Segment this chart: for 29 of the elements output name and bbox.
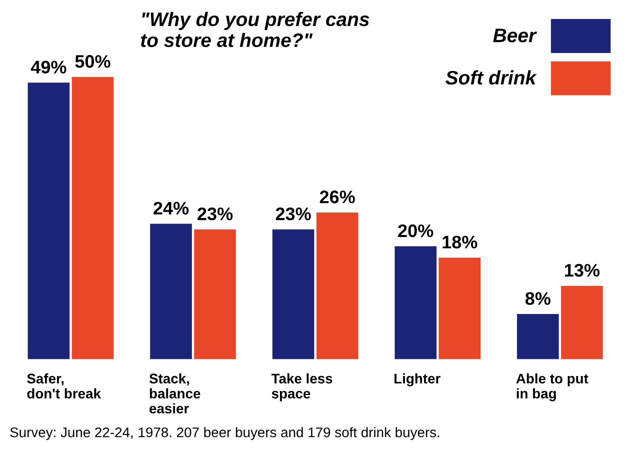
bar — [394, 246, 437, 360]
x-tick-label: Safer, don't break — [27, 373, 101, 398]
data-label: 49% — [30, 60, 66, 74]
data-label: 18% — [442, 236, 478, 248]
data-label: 13% — [565, 264, 600, 277]
text: Survey: June 22-24, 1978. 207 beer buyers and 179 soft drink buyers. — [10, 427, 440, 440]
data-label: 23% — [276, 207, 311, 220]
data-label: 50% — [75, 55, 110, 68]
data-label: 26% — [320, 190, 355, 204]
x-tick-label: Able to put in bag — [516, 373, 588, 402]
data-label: 20% — [398, 224, 434, 238]
bar — [194, 229, 236, 360]
bar — [516, 314, 559, 360]
data-label: 24% — [154, 202, 189, 215]
data-label: 23% — [198, 207, 233, 220]
bar — [561, 286, 603, 360]
legend-label: Beer — [493, 28, 537, 42]
bar — [72, 76, 114, 360]
legend-label: Soft drink — [446, 70, 537, 85]
x-tick-label: Take less space — [271, 373, 332, 402]
x-tick-label: Stack, balance easier — [149, 373, 200, 414]
bar — [316, 212, 358, 360]
chart-title: "Why do you prefer cans to store at home?" — [140, 12, 370, 48]
bar — [272, 229, 314, 360]
bar — [438, 258, 481, 360]
bar — [150, 224, 192, 360]
x-tick-label: Lighter — [394, 373, 440, 386]
data-label: 8% — [525, 292, 550, 305]
bar — [28, 82, 70, 360]
